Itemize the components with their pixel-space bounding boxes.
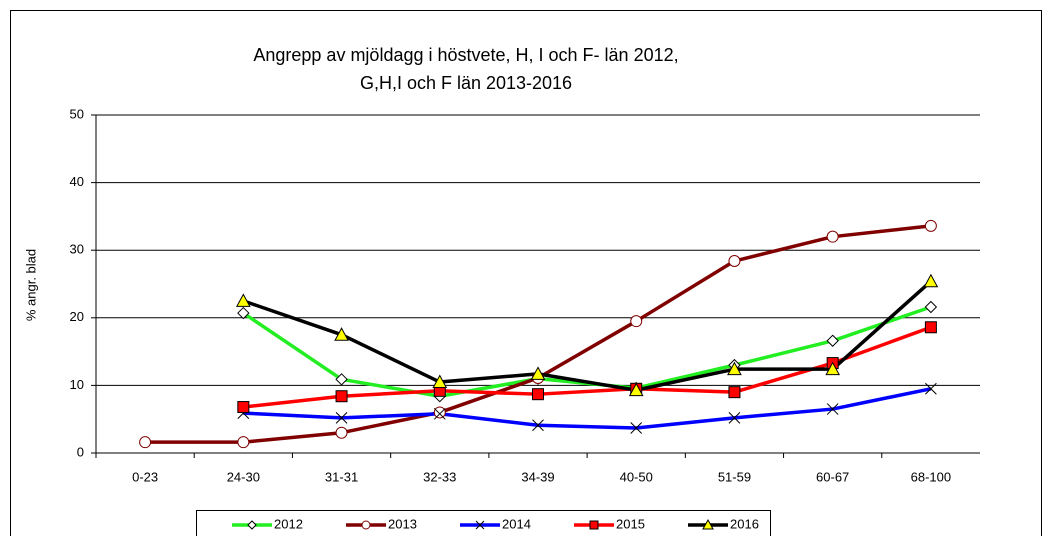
marker (702, 518, 714, 530)
marker (237, 436, 250, 449)
marker (924, 219, 937, 232)
marker (334, 327, 349, 341)
x-tick-label: 0-23 (132, 469, 158, 484)
y-tick-label: 50 (70, 106, 84, 121)
marker (335, 390, 348, 403)
marker (826, 230, 839, 243)
marker (728, 255, 741, 268)
marker (475, 520, 485, 530)
marker (628, 382, 644, 397)
legend-label: 2015 (616, 516, 645, 531)
marker (728, 386, 741, 399)
marker (925, 382, 937, 395)
x-tick-label: 40-50 (620, 469, 653, 484)
marker (589, 520, 599, 530)
chart-title: Angrepp av mjöldagg i höstvete, H, I och… (253, 45, 678, 65)
series-line (242, 279, 933, 392)
y-tick-label: 30 (70, 242, 84, 257)
x-tick-label: 24-30 (227, 469, 260, 484)
marker (432, 374, 448, 389)
marker (335, 373, 348, 386)
marker (335, 426, 348, 439)
marker (361, 520, 371, 530)
marker (532, 419, 544, 432)
marker (139, 436, 152, 449)
y-tick-label: 20 (70, 309, 84, 324)
chart-border (10, 10, 1042, 536)
marker (825, 361, 841, 376)
marker (235, 293, 251, 307)
x-tick-label: 68-100 (911, 469, 951, 484)
marker (433, 407, 446, 420)
marker (630, 422, 643, 434)
marker (433, 406, 446, 419)
marker (237, 306, 250, 320)
legend-label: 2013 (388, 516, 417, 531)
marker (826, 403, 839, 415)
marker (728, 411, 741, 424)
x-tick-label: 60-67 (816, 469, 849, 484)
marker (630, 315, 643, 328)
marker (924, 321, 937, 334)
marker (532, 388, 544, 401)
marker (924, 300, 938, 314)
x-tick-label: 34-39 (521, 469, 554, 484)
marker (727, 361, 742, 376)
series-line (243, 387, 932, 430)
marker (237, 401, 250, 414)
marker (335, 411, 348, 424)
x-tick-label: 51-59 (718, 469, 751, 484)
legend-label: 2014 (502, 516, 531, 531)
y-axis-label: % angr. blad (23, 249, 38, 321)
legend-label: 2012 (274, 516, 303, 531)
y-tick-label: 10 (70, 377, 84, 392)
legend-label: 2016 (730, 516, 759, 531)
y-tick-label: 40 (70, 174, 84, 189)
y-tick-label: 0 (77, 444, 84, 459)
marker (826, 334, 839, 347)
x-tick-label: 31-31 (325, 469, 358, 484)
x-tick-label: 32-33 (423, 469, 456, 484)
marker (247, 520, 257, 530)
chart-title: G,H,I och F län 2013-2016 (360, 73, 572, 93)
marker (923, 273, 939, 288)
marker (530, 366, 546, 380)
